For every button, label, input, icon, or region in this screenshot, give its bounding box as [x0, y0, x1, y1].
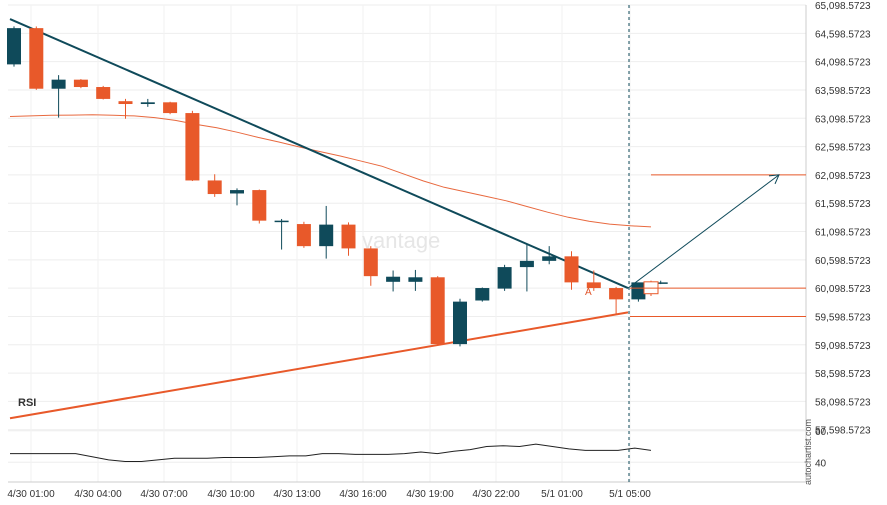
- rsi-panel: RSI: [10, 397, 652, 462]
- candle-body: [430, 277, 445, 345]
- candle-body: [453, 301, 467, 345]
- price-tick-label: 65,098.5723: [815, 1, 871, 12]
- trend-lines: [9, 18, 629, 420]
- time-axis: 4/30 01:00 4/30 04:00 4/30 07:00 4/30 10:00…: [7, 489, 651, 500]
- price-tick-label: 59,598.5723: [815, 312, 871, 323]
- candle-body: [341, 224, 356, 249]
- time-tick-label: 4/30 19:00: [406, 489, 454, 500]
- candle-body: [609, 288, 624, 300]
- candle-body: [207, 180, 222, 195]
- candle-body: [586, 282, 601, 289]
- projection-arrow: [627, 174, 780, 289]
- price-tick-label: 60,098.5723: [815, 284, 871, 295]
- candle-body: [274, 220, 289, 223]
- price-tick-label: 59,098.5723: [815, 341, 871, 352]
- candle-body: [118, 101, 133, 105]
- candle-body: [497, 267, 512, 289]
- moving-average-line: [9, 114, 652, 228]
- candle-body: [96, 87, 111, 99]
- time-tick-label: 4/30 13:00: [273, 489, 321, 500]
- candle-body: [163, 102, 178, 114]
- time-tick-label: 4/30 01:00: [7, 489, 55, 500]
- time-tick-label: 4/30 07:00: [140, 489, 188, 500]
- time-tick-label: 4/30 16:00: [339, 489, 387, 500]
- candle-body: [140, 102, 155, 105]
- annotation-label: A: [585, 287, 592, 298]
- time-tick-label: 4/30 10:00: [207, 489, 255, 500]
- resistance-line: [9, 18, 629, 289]
- candle-body: [252, 190, 267, 221]
- price-tick-label: 61,598.5723: [815, 199, 871, 210]
- price-tick-label: 63,598.5723: [815, 86, 871, 97]
- price-tick-label: 64,098.5723: [815, 58, 871, 69]
- candle-body: [319, 224, 334, 247]
- credit-label: autochartist.com: [803, 419, 813, 485]
- candle-body: [230, 190, 244, 194]
- rsi-tick-label: 40: [815, 458, 827, 469]
- time-tick-label: 4/30 04:00: [74, 489, 122, 500]
- candle-body: [29, 28, 44, 89]
- candle-body: [51, 79, 66, 89]
- grid: [8, 4, 807, 483]
- candle-body: [408, 277, 423, 282]
- levels: [627, 174, 806, 317]
- rsi-line: [10, 443, 652, 462]
- candle-body: [542, 256, 557, 261]
- candle-body: [185, 113, 200, 181]
- candle-body: [631, 282, 646, 300]
- candle-body: [475, 288, 490, 301]
- price-tick-label: 63,098.5723: [815, 114, 871, 125]
- price-tick-label: 62,098.5723: [815, 171, 871, 182]
- price-axis: 65,098.5723 64,598.5723 64,098.5723 63,598.…: [815, 1, 871, 469]
- candle-body: [564, 256, 579, 283]
- support-line: [9, 311, 629, 420]
- rsi-tick-label: 60: [815, 427, 827, 438]
- candle-body: [296, 224, 311, 247]
- candle-body: [519, 260, 534, 268]
- candles: [7, 26, 668, 347]
- price-tick-label: 58,598.5723: [815, 369, 871, 380]
- price-tick-label: 58,098.5723: [815, 397, 871, 408]
- projection-arrowhead: [768, 174, 780, 185]
- price-tick-label: 60,598.5723: [815, 256, 871, 267]
- time-tick-label: 5/1 05:00: [609, 489, 651, 500]
- price-tick-label: 64,598.5723: [815, 29, 871, 40]
- time-tick-label: 4/30 22:00: [472, 489, 520, 500]
- candle-body: [73, 79, 88, 88]
- candle-body: [653, 282, 668, 284]
- time-tick-label: 5/1 01:00: [541, 489, 583, 500]
- price-tick-label: 61,098.5723: [815, 228, 871, 239]
- rsi-title: RSI: [18, 397, 36, 409]
- candle-body: [386, 276, 401, 282]
- moving-average-series: [9, 114, 652, 228]
- price-tick-label: 57,598.5723: [815, 426, 871, 437]
- candle-body: [7, 28, 21, 65]
- candle-body: [363, 248, 378, 277]
- price-tick-label: 62,598.5723: [815, 143, 871, 154]
